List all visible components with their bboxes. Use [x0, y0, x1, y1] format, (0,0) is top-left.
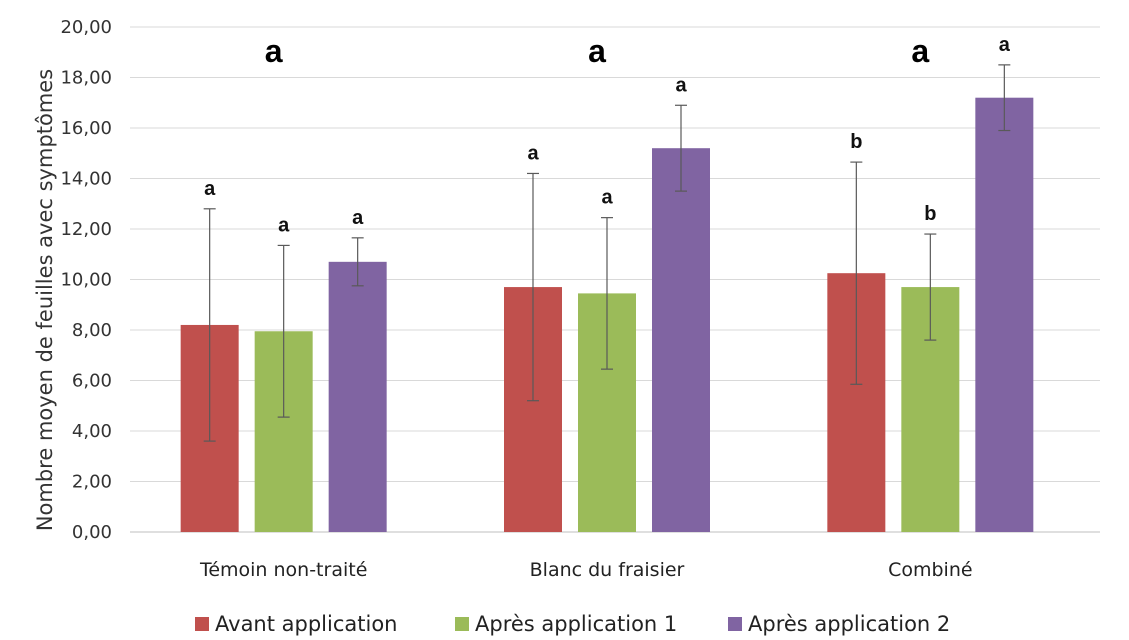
group-label: a — [911, 33, 929, 69]
legend-swatch — [728, 617, 742, 631]
bar-significance-label: a — [675, 74, 687, 96]
bar-significance-label: b — [850, 131, 862, 153]
bar-significance-label: b — [924, 203, 936, 225]
group-label: a — [588, 33, 606, 69]
category-label: Combiné — [888, 559, 972, 581]
bar — [975, 97, 1034, 532]
legend: Avant application Après application 1 Aprè… — [195, 612, 950, 636]
category-label: Blanc du fraisier — [530, 559, 685, 581]
y-tick-label: 16,00 — [60, 118, 112, 139]
error-bars — [203, 64, 1011, 442]
significance-labels: a a a a a a b b a — [204, 34, 1011, 237]
bar — [328, 261, 387, 532]
y-tick-label: 10,00 — [60, 270, 112, 291]
bar — [652, 148, 710, 532]
legend-label: Après application 1 — [475, 612, 677, 636]
y-tick-label: 2,00 — [72, 472, 112, 493]
category-label: Témoin non-traité — [199, 559, 367, 581]
bar-significance-label: a — [527, 142, 539, 164]
category-labels: Témoin non-traité Blanc du fraisier Combin… — [199, 559, 973, 581]
bar-significance-label: a — [352, 207, 364, 229]
legend-label: Avant application — [215, 612, 398, 636]
y-axis-title: Nombre moyen de feuilles avec symptômes — [33, 69, 57, 531]
y-tick-label: 6,00 — [72, 371, 112, 392]
legend-swatch — [195, 617, 209, 631]
bar-significance-label: a — [204, 178, 216, 200]
group-label: a — [265, 33, 283, 69]
bar-significance-label: a — [999, 34, 1011, 56]
legend-swatch — [455, 617, 469, 631]
bar-significance-label: a — [601, 187, 613, 209]
bar-significance-label: a — [278, 214, 290, 236]
legend-label: Après application 2 — [748, 612, 950, 636]
y-tick-label: 0,00 — [72, 522, 112, 543]
y-tick-label: 18,00 — [60, 68, 112, 89]
y-tick-label: 14,00 — [60, 169, 112, 190]
y-tick-label: 4,00 — [72, 421, 112, 442]
y-tick-label: 12,00 — [60, 219, 112, 240]
y-axis-ticks: 0,00 2,00 4,00 6,00 8,00 10,00 12,00 14,00 16,00… — [60, 17, 112, 543]
y-tick-label: 20,00 — [60, 17, 112, 38]
y-tick-label: 8,00 — [72, 320, 112, 341]
